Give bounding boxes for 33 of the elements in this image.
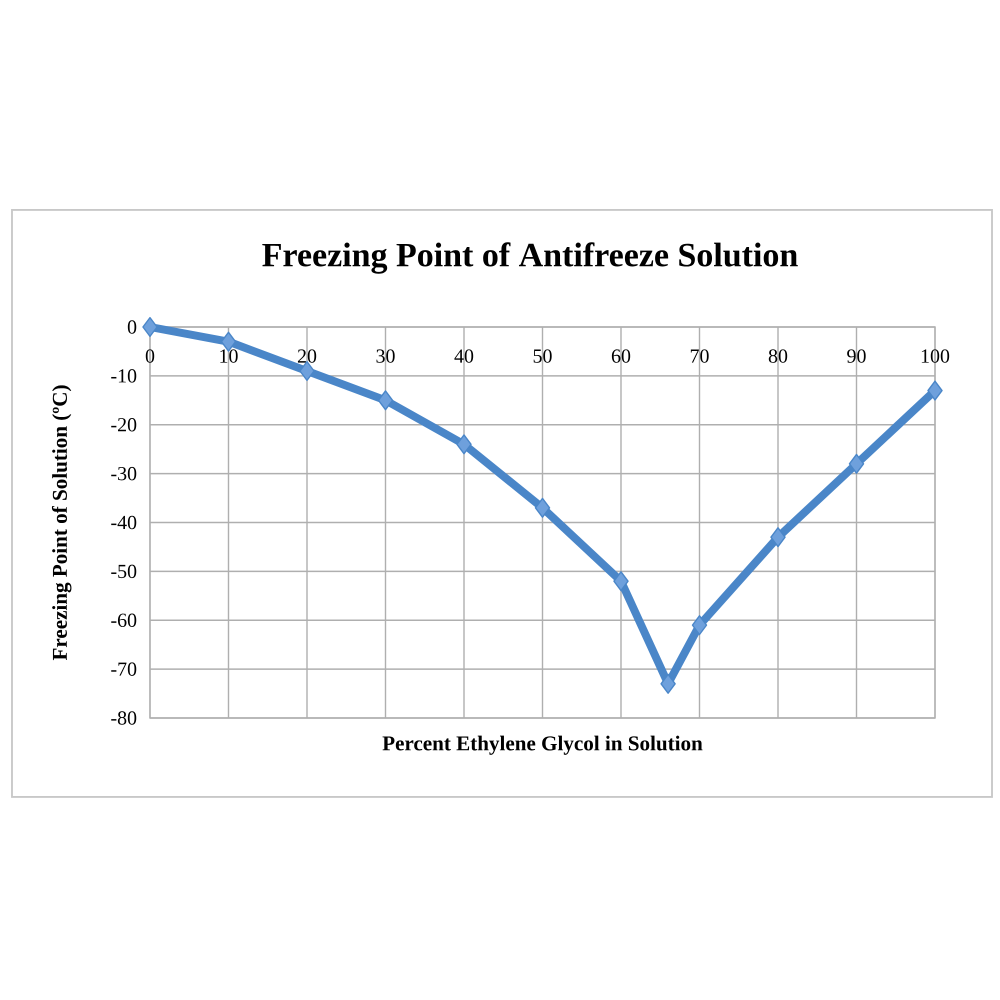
y-tick-label: -20 [111,418,136,432]
x-tick-label: 40 [454,349,474,363]
point [692,615,708,636]
x-tick-label: 30 [376,349,395,363]
y-tick-label: -60 [111,614,136,627]
point [456,434,472,454]
x-tick-label: 60 [612,349,630,363]
y-tick-label: -30 [111,466,136,480]
y-tick-label: -50 [111,564,136,578]
point [848,454,864,474]
y-tick-label: -70 [111,662,136,676]
point [660,674,676,694]
x-tick-label: 70 [690,349,709,363]
y-axis-title: Freezing Point of Solution (ºC) [52,385,72,660]
point [534,498,550,518]
x-tick-label: 100 [922,349,950,363]
point [927,380,943,401]
x-tick-label: 10 [220,349,238,363]
x-tick-label: 50 [534,349,552,363]
x-tick-label: 0 [146,349,154,363]
y-tick-label: -80 [111,711,136,725]
x-tick-label: 20 [298,349,316,363]
point [142,316,158,338]
x-tick-label: 90 [847,349,866,363]
y-tick-label: 0 [128,320,136,334]
chart-title: Freezing Point of Antifreeze Solution [262,242,798,274]
point [378,390,394,410]
y-tick-label: -10 [111,369,136,383]
point [613,571,629,592]
y-tick-label: -40 [111,516,136,530]
point [770,527,786,548]
x-axis-title: Percent Ethylene Glycol in Solution [382,736,703,755]
x-tick-label: 80 [768,349,788,363]
